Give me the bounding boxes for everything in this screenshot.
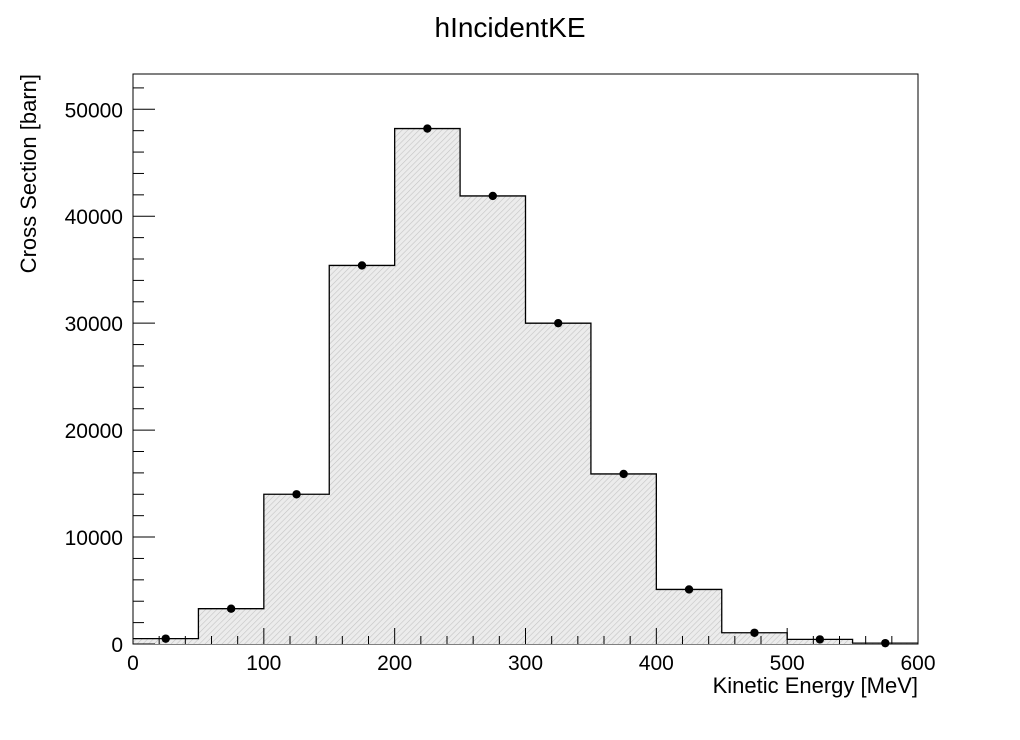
data-point [619, 469, 628, 479]
chart-title: hIncidentKE [435, 12, 586, 43]
histogram-bar [263, 494, 330, 644]
x-tick-label: 0 [127, 652, 139, 675]
x-tick-label: 200 [377, 652, 412, 675]
x-axis: 0 100 200 300 400 500 600 [127, 628, 936, 675]
y-tick-label: 50000 [65, 99, 123, 122]
y-tick-label: 0 [111, 634, 123, 657]
histogram-bar [198, 608, 264, 644]
histogram-bar [525, 323, 591, 644]
y-axis-label: Cross Section [barn] [16, 74, 41, 273]
histogram-bar [329, 265, 395, 644]
y-axis: 0 10000 20000 30000 40000 50000 [65, 87, 155, 657]
data-point [488, 191, 497, 201]
histogram-bar [656, 589, 722, 644]
y-tick-label: 10000 [65, 527, 123, 550]
data-point [684, 585, 694, 594]
histogram-bar [721, 632, 788, 644]
histogram-bar [590, 473, 657, 644]
data-point [750, 628, 759, 637]
y-tick-label: 40000 [65, 206, 123, 229]
x-tick-label: 500 [770, 652, 805, 675]
x-tick-label: 600 [900, 652, 935, 675]
data-point [815, 635, 825, 644]
data-point [881, 638, 890, 648]
data-point [161, 634, 170, 643]
y-tick-label: 30000 [65, 313, 123, 336]
data-point [357, 261, 367, 270]
histogram-bar [394, 128, 461, 644]
x-axis-label: Kinetic Energy [MeV] [713, 673, 918, 698]
markers-layer [161, 124, 890, 648]
y-tick-label: 20000 [65, 420, 123, 443]
x-tick-label: 100 [246, 652, 281, 675]
data-point [423, 124, 432, 133]
x-tick-label: 300 [508, 652, 543, 675]
data-point [226, 604, 236, 613]
x-tick-label: 400 [639, 652, 674, 675]
data-point [292, 490, 301, 499]
histogram-bar [460, 195, 526, 644]
data-point [554, 318, 563, 328]
bars-layer [133, 128, 918, 644]
